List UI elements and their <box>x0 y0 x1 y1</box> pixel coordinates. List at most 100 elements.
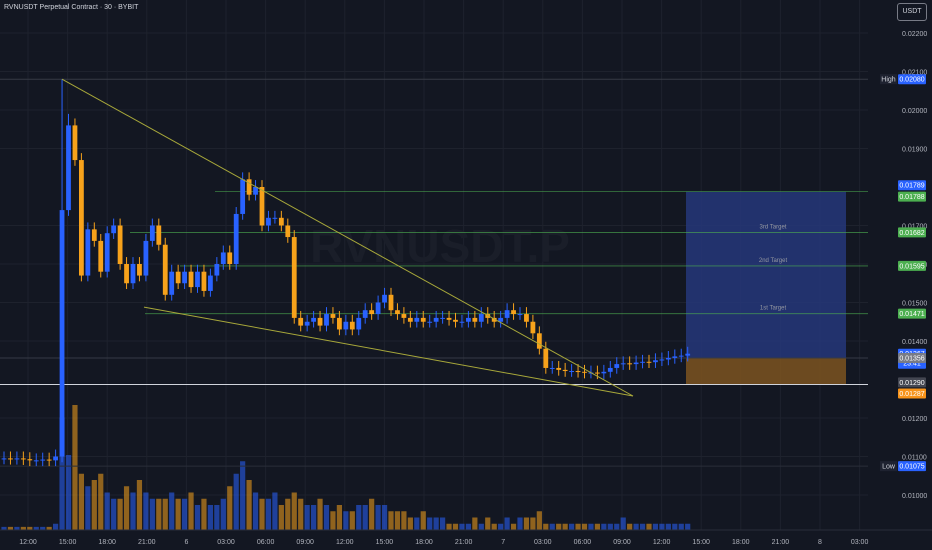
volume-bar <box>85 486 91 530</box>
volume-bars <box>1 405 691 530</box>
candle-body <box>111 225 117 234</box>
volume-bar <box>123 486 130 530</box>
price-badge-value: 0.01075 <box>899 464 924 471</box>
candle-body <box>330 314 336 318</box>
position-tool[interactable] <box>0 191 868 386</box>
volume-bar <box>14 526 20 530</box>
price-badge <box>898 461 926 472</box>
volume-bar <box>388 511 394 530</box>
candle-body <box>472 317 478 322</box>
countdown-label: 23:41 <box>903 361 921 368</box>
candle-body <box>169 271 175 295</box>
candle-body <box>395 310 400 315</box>
volume-bar <box>136 480 143 530</box>
volume-bar <box>111 498 117 530</box>
candle-body <box>124 264 129 284</box>
falling-wedge-drawing[interactable] <box>61 78 634 397</box>
candle-body <box>298 317 304 326</box>
volume-bar <box>556 523 562 530</box>
candle-body <box>259 187 265 226</box>
candle-body <box>459 321 465 323</box>
candle-body <box>420 317 426 322</box>
candle-body <box>433 317 439 322</box>
symbol-title[interactable]: RVNUSDT Perpetual Contract · 30 · BYBIT <box>4 4 139 11</box>
price-tick: 0.02000 <box>902 108 927 115</box>
time-tick: 03:00 <box>851 539 869 546</box>
volume-bar <box>343 511 349 530</box>
volume-bar <box>523 517 530 530</box>
volume-bar <box>375 505 381 530</box>
volume-bar <box>362 505 368 530</box>
volume-bar <box>207 505 213 530</box>
candle-body <box>188 271 194 288</box>
candle-body <box>582 371 587 373</box>
candle-body <box>356 317 362 330</box>
time-tick: 7 <box>501 539 505 546</box>
volume-bar <box>510 523 517 530</box>
candle-body <box>440 317 445 319</box>
volume-bar <box>452 523 459 530</box>
candle-body <box>59 210 65 457</box>
volume-bar <box>214 505 220 530</box>
currency-button[interactable]: USDT <box>897 3 927 21</box>
price-badge-tag <box>880 74 897 85</box>
candle-body <box>130 264 136 284</box>
candle-body <box>556 367 562 370</box>
price-badge-label: High <box>881 77 896 84</box>
candle-body <box>85 229 91 276</box>
candle-body <box>240 179 246 214</box>
volume-bar <box>607 523 613 530</box>
target-label: 1st Target <box>760 306 787 312</box>
price-badge <box>898 352 926 363</box>
candle-body <box>504 310 510 318</box>
wedge-upper-line <box>61 78 634 397</box>
volume-bar <box>639 523 646 530</box>
candle-body <box>601 371 607 374</box>
time-tick: 12:00 <box>19 539 37 546</box>
volume-bar <box>20 526 26 530</box>
volume-bar <box>336 505 342 530</box>
volume-bar <box>465 523 471 530</box>
time-tick: 18:00 <box>732 539 750 546</box>
candle-body <box>1 458 7 460</box>
volume-bar <box>182 498 188 530</box>
candle-body <box>349 321 355 330</box>
volume-bar <box>149 498 155 530</box>
volume-bar <box>485 517 491 530</box>
candle-body <box>337 317 342 330</box>
time-tick: 06:00 <box>257 539 275 546</box>
volume-bar <box>627 523 633 530</box>
time-tick: 09:00 <box>296 539 314 546</box>
profit-zone <box>686 191 846 358</box>
candle-body <box>272 217 278 219</box>
candle-body <box>46 459 52 461</box>
candle-body <box>195 271 200 288</box>
volume-bar <box>27 526 33 530</box>
price-axis-background <box>868 0 932 550</box>
volume-bar <box>685 523 691 530</box>
time-tick: 15:00 <box>692 539 710 546</box>
candle-body <box>401 314 407 318</box>
time-tick: 18:00 <box>415 539 433 546</box>
candle-body <box>324 314 329 326</box>
target-label: 3rd Target <box>760 224 787 230</box>
volume-bar <box>614 523 620 530</box>
price-tick: 0.01700 <box>902 224 927 231</box>
price-axis[interactable]: 0.02200 0.02100 0.02000 0.01900 0.017000.016… <box>868 0 932 550</box>
candle-body <box>20 458 26 460</box>
volume-bar <box>646 523 652 530</box>
candle-body <box>304 321 310 326</box>
candle-body <box>214 264 220 276</box>
candle-body <box>91 229 97 241</box>
candle-body <box>530 321 536 334</box>
price-tick: 0.01500 <box>902 301 927 308</box>
candle-body <box>291 237 297 318</box>
price-badge-value: 0.01682 <box>899 230 924 237</box>
candle-body <box>233 213 239 264</box>
candle-body <box>569 371 574 373</box>
time-axis[interactable]: 12:00 15:00 18:00 21:00 6 03:00 06:00 09:00 12:0… <box>0 529 932 550</box>
candle-body <box>66 125 71 211</box>
volume-bar <box>259 498 265 530</box>
time-tick: 21:00 <box>138 539 156 546</box>
